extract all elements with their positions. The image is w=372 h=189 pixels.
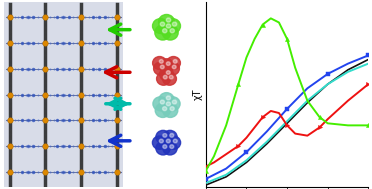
Circle shape — [172, 65, 176, 69]
Circle shape — [163, 145, 167, 149]
Circle shape — [159, 93, 174, 107]
Circle shape — [160, 68, 173, 81]
Circle shape — [158, 15, 174, 29]
Circle shape — [159, 139, 163, 143]
Circle shape — [153, 57, 167, 70]
Circle shape — [160, 65, 164, 69]
Circle shape — [154, 62, 167, 75]
Circle shape — [166, 24, 171, 28]
Circle shape — [170, 133, 174, 137]
Circle shape — [170, 145, 174, 149]
Circle shape — [159, 136, 174, 149]
Circle shape — [170, 29, 174, 33]
Circle shape — [160, 59, 173, 72]
Circle shape — [163, 75, 167, 79]
Circle shape — [155, 103, 170, 117]
Circle shape — [163, 107, 167, 111]
Circle shape — [166, 96, 170, 100]
Circle shape — [153, 97, 168, 111]
Circle shape — [159, 99, 174, 113]
Circle shape — [172, 22, 177, 26]
Circle shape — [163, 142, 177, 155]
Circle shape — [163, 29, 167, 33]
Circle shape — [166, 18, 171, 22]
Circle shape — [163, 103, 178, 117]
Circle shape — [158, 20, 174, 35]
Circle shape — [155, 25, 171, 40]
Circle shape — [173, 139, 177, 143]
Circle shape — [160, 22, 165, 26]
Circle shape — [163, 133, 167, 137]
Circle shape — [166, 71, 170, 74]
Circle shape — [163, 72, 176, 85]
Circle shape — [163, 130, 177, 144]
Bar — [4, 2, 123, 187]
Circle shape — [157, 72, 170, 85]
Circle shape — [172, 100, 177, 104]
Circle shape — [160, 100, 164, 104]
Circle shape — [166, 62, 170, 65]
Y-axis label: χT: χT — [193, 89, 203, 100]
Circle shape — [162, 25, 178, 40]
Circle shape — [159, 60, 163, 63]
Circle shape — [166, 62, 179, 75]
Circle shape — [166, 139, 170, 143]
Circle shape — [167, 57, 180, 70]
Circle shape — [153, 136, 167, 149]
Circle shape — [166, 102, 170, 106]
Circle shape — [164, 19, 180, 33]
Circle shape — [170, 107, 174, 111]
Circle shape — [156, 142, 170, 155]
Circle shape — [153, 19, 169, 33]
Circle shape — [166, 136, 180, 149]
Circle shape — [156, 130, 170, 144]
Circle shape — [169, 75, 173, 79]
Circle shape — [165, 97, 180, 111]
Circle shape — [173, 60, 177, 63]
